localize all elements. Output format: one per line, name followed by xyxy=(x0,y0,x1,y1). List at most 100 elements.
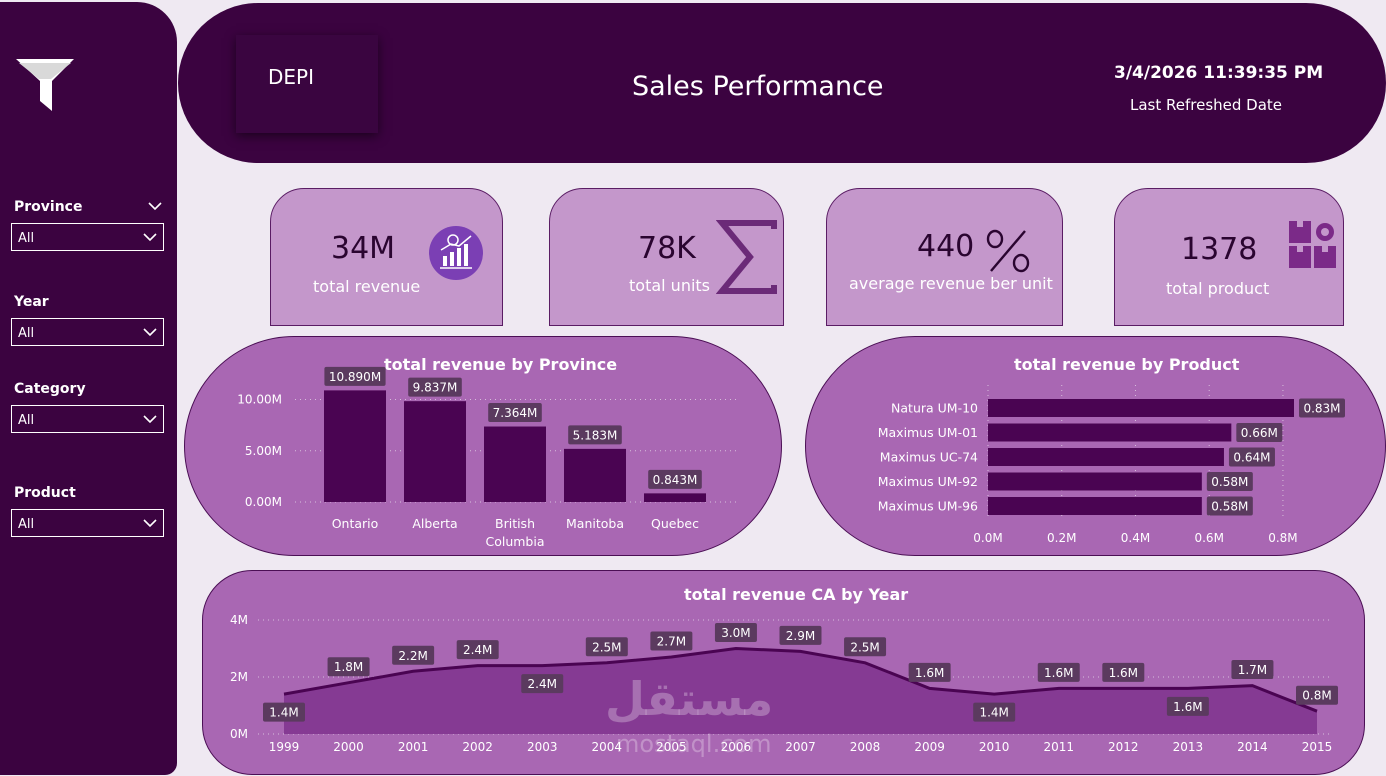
x-tick-label: 2006 xyxy=(721,740,752,754)
logo-box: DEPI xyxy=(236,35,378,133)
y-tick-label: 0M xyxy=(230,727,248,741)
data-label-bg xyxy=(521,674,564,694)
data-label: 2.5M xyxy=(850,640,879,654)
boxes-gear-icon xyxy=(1289,221,1336,268)
bar xyxy=(484,426,546,502)
chart-title: total revenue by Province xyxy=(384,355,618,374)
kpi-value: 1378 xyxy=(1181,232,1258,267)
bar xyxy=(564,448,626,502)
data-label-bg xyxy=(908,662,951,682)
kpi-value: 78K xyxy=(638,231,696,266)
category-dropdown[interactable]: All xyxy=(11,405,164,433)
data-label-bg xyxy=(1228,447,1275,467)
x-tick-label: 2010 xyxy=(979,740,1010,754)
year-area-chart[interactable]: 0M 2M 4M 1999 1.4M 2000 1.8M 2001 2.2M 2002 2.4M 20… xyxy=(203,571,1366,776)
x-tick-label: 1999 xyxy=(269,740,300,754)
product-bar-chart[interactable]: 0.0M 0.2M 0.4M 0.6M 0.8M Natura UM-10 0.83M Max… xyxy=(806,337,1386,557)
data-label: 1.6M xyxy=(1109,666,1138,680)
y-tick-label: Natura UM-10 xyxy=(891,401,978,416)
year-dropdown[interactable]: All xyxy=(11,318,164,346)
y-tick-label: 0.00M xyxy=(245,495,282,509)
product-dropdown[interactable]: All xyxy=(11,509,164,537)
data-label: 2.2M xyxy=(398,649,427,663)
data-label: 5.183M xyxy=(573,428,618,442)
data-label: 2.5M xyxy=(592,640,621,654)
kpi-label: total product xyxy=(1166,279,1270,298)
data-label: 0.58M xyxy=(1211,500,1248,514)
data-label-bg xyxy=(1296,685,1338,705)
x-tick-label: 2012 xyxy=(1108,740,1139,754)
x-tick-label: Columbia xyxy=(485,534,544,549)
data-label-bg xyxy=(1299,398,1345,418)
province-dropdown[interactable]: All xyxy=(11,223,164,251)
data-label-bg xyxy=(650,631,693,651)
data-label-bg xyxy=(324,366,386,386)
kpi-card-total-revenue[interactable]: 34M total revenue xyxy=(270,188,503,326)
x-tick-label: 2007 xyxy=(785,740,816,754)
data-label: 0.64M xyxy=(1233,451,1270,465)
kpi-card-total-units[interactable]: 78K total units xyxy=(549,188,784,326)
x-tick-label: Manitoba xyxy=(566,516,624,531)
data-label: 1.8M xyxy=(334,660,363,674)
x-tick-label: 2015 xyxy=(1302,740,1333,754)
data-label-bg xyxy=(456,640,499,660)
chevron-down-icon xyxy=(143,415,157,424)
kpi-card-average-revenue[interactable]: 440 average revenue ber unit xyxy=(826,188,1063,326)
kpi-label: total revenue xyxy=(313,277,421,296)
bar xyxy=(404,401,466,502)
data-label: 1.4M xyxy=(979,706,1008,720)
data-label-bg xyxy=(327,657,370,677)
x-tick-label: 2002 xyxy=(462,740,493,754)
y-tick-label: 5.00M xyxy=(245,444,282,458)
data-label-bg xyxy=(1206,472,1253,491)
province-bar-chart[interactable]: 0.00M 5.00M 10.00M 10.890M Ontario 9.837M Albe… xyxy=(185,337,783,557)
x-tick-label: 0.2M xyxy=(1047,531,1076,545)
bar xyxy=(644,493,706,502)
data-label-bg xyxy=(779,625,822,645)
logo-text: DEPI xyxy=(268,65,314,89)
data-label: 9.837M xyxy=(413,381,458,395)
data-label: 0.66M xyxy=(1241,426,1278,440)
province-chart-panel: total revenue by Province 0.00M 5.00M 10.0… xyxy=(184,336,782,556)
chevron-down-icon[interactable] xyxy=(147,200,163,212)
data-label-bg xyxy=(1037,662,1080,682)
x-tick-label: 0.8M xyxy=(1268,531,1297,545)
kpi-value: 34M xyxy=(331,231,396,266)
percent-icon xyxy=(986,229,1030,273)
data-label-bg xyxy=(488,403,542,423)
data-label-bg xyxy=(844,637,887,657)
province-filter-label: Province xyxy=(14,199,83,215)
kpi-card-total-product[interactable]: 1378 total product xyxy=(1114,188,1344,326)
x-tick-label: Quebec xyxy=(651,516,699,531)
header-banner: DEPI Sales Performance 3/4/2026 11:39:35… xyxy=(178,3,1386,163)
data-label-bg xyxy=(263,702,305,722)
data-label-bg xyxy=(714,623,757,642)
x-tick-label: 2000 xyxy=(333,740,364,754)
year-chart-panel: total revenue CA by Year 0M 2M 4M 1999 1.4M 2… xyxy=(202,570,1365,775)
data-label-bg xyxy=(1102,662,1145,682)
bar xyxy=(324,390,386,502)
data-label-bg xyxy=(648,469,702,489)
last-refreshed-date: 3/4/2026 11:39:35 PM xyxy=(1114,63,1324,83)
page-title: Sales Performance xyxy=(632,71,884,102)
product-filter-label: Product xyxy=(14,485,76,501)
y-tick-label: 4M xyxy=(230,613,248,627)
data-label: 1.6M xyxy=(915,666,944,680)
funnel-icon xyxy=(16,59,74,111)
category-dropdown-value: All xyxy=(18,413,35,428)
bar xyxy=(988,497,1202,515)
data-label: 7.364M xyxy=(493,406,538,420)
x-tick-label: 2014 xyxy=(1237,740,1268,754)
data-label: 1.7M xyxy=(1238,663,1267,677)
chevron-down-icon xyxy=(143,233,157,242)
data-label: 10.890M xyxy=(329,370,381,384)
x-tick-label: 0.4M xyxy=(1121,531,1150,545)
data-label: 1.4M xyxy=(269,706,298,720)
watermark-latin: mostaql.com xyxy=(616,730,772,758)
x-tick-label: Alberta xyxy=(412,516,457,531)
product-chart-panel: total revenue by Product 0.0M 0.2M 0.4M 0.6… xyxy=(805,336,1386,556)
data-label: 0.83M xyxy=(1303,402,1340,416)
x-tick-label: 0.0M xyxy=(973,531,1002,545)
data-label-bg xyxy=(1206,496,1253,516)
chart-title: total revenue CA by Year xyxy=(684,585,909,604)
